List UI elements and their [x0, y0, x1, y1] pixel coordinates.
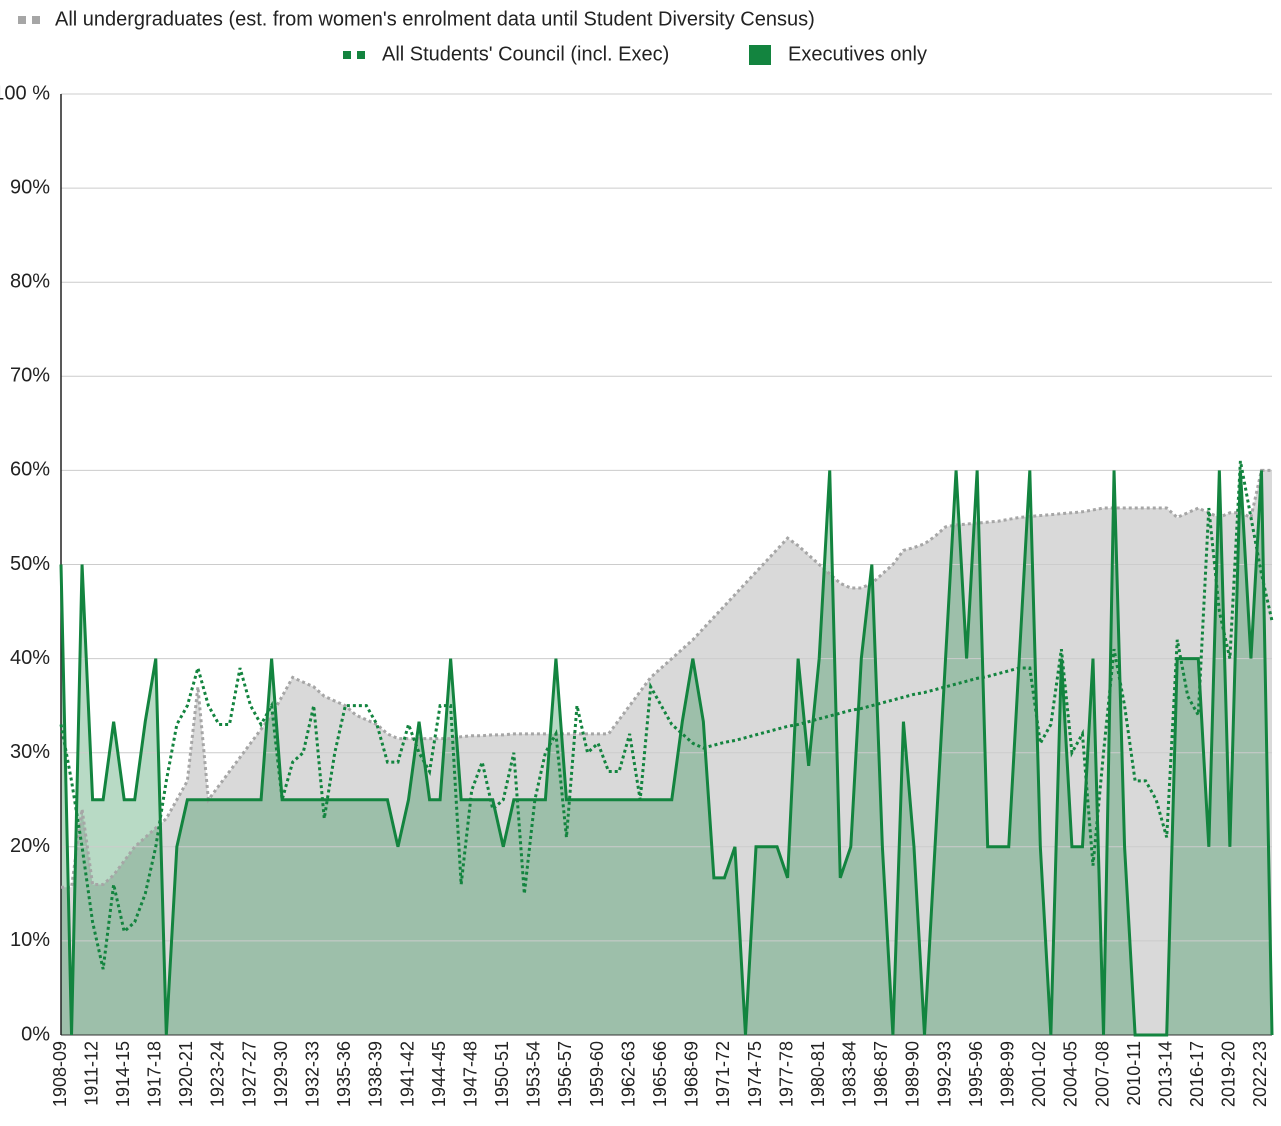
x-tick-label: 1927-27	[239, 1041, 259, 1107]
x-tick-label: 2016-17	[1187, 1041, 1207, 1107]
x-tick-label: 2019-20	[1219, 1041, 1239, 1107]
legend-swatch	[343, 51, 351, 59]
x-tick-label: 1995-96	[966, 1041, 986, 1107]
x-tick-label: 2010-11	[1124, 1041, 1144, 1106]
legend-swatch	[357, 51, 365, 59]
y-tick-label: 0%	[21, 1023, 50, 1045]
y-tick-label: 20%	[10, 835, 50, 857]
x-tick-label: 1920-21	[176, 1041, 196, 1107]
x-tick-label: 1914-15	[113, 1041, 133, 1107]
x-tick-label: 1998-99	[997, 1041, 1017, 1107]
legend-label: All Students' Council (incl. Exec)	[382, 43, 669, 65]
x-tick-label: 1983-84	[840, 1041, 860, 1107]
x-tick-label: 1977-78	[776, 1041, 796, 1107]
x-tick-label: 2001-02	[1029, 1041, 1049, 1107]
x-tick-label: 1962-63	[618, 1041, 638, 1107]
x-tick-label: 1986-87	[871, 1041, 891, 1107]
y-tick-label: 80%	[10, 270, 50, 292]
x-tick-label: 1929-30	[271, 1041, 291, 1107]
x-tick-label: 1974-75	[745, 1041, 765, 1107]
y-tick-label: 70%	[10, 365, 50, 387]
x-tick-label: 1938-39	[366, 1041, 386, 1107]
x-tick-label: 1932-33	[302, 1041, 322, 1107]
x-tick-label: 1947-48	[460, 1041, 480, 1107]
x-tick-label: 1923-24	[208, 1041, 228, 1107]
x-tick-label: 2013-14	[1155, 1041, 1175, 1107]
y-tick-label: 10%	[10, 929, 50, 951]
line	[61, 468, 1272, 889]
y-tick-label: 50%	[10, 553, 50, 575]
y-tick-label: 40%	[10, 647, 50, 669]
x-tick-label: 1908-09	[50, 1041, 70, 1107]
x-tick-label: 2007-08	[1092, 1041, 1112, 1107]
y-tick-label: 30%	[10, 741, 50, 763]
x-tick-label: 1968-69	[682, 1041, 702, 1107]
x-tick-label: 1953-54	[524, 1041, 544, 1107]
x-tick-label: 1980-81	[808, 1041, 828, 1107]
x-tick-label: 1971-72	[713, 1041, 733, 1107]
y-tick-label: 90%	[10, 176, 50, 198]
x-tick-label: 1956-57	[555, 1041, 575, 1107]
x-tick-label: 1965-66	[650, 1041, 670, 1107]
legend-label: Executives only	[788, 43, 927, 65]
line	[59, 460, 1274, 970]
legend-label: All undergraduates (est. from women's en…	[55, 8, 815, 30]
x-tick-label: 1917-18	[145, 1041, 165, 1107]
legend-swatch	[18, 16, 26, 24]
x-tick-label: 1911-12	[81, 1041, 101, 1106]
legend-swatch	[749, 45, 771, 65]
x-tick-label: 2004-05	[1061, 1041, 1081, 1107]
x-tick-label: 1935-36	[334, 1041, 354, 1107]
x-tick-label: 1989-90	[903, 1041, 923, 1107]
x-tick-label: 1959-60	[587, 1041, 607, 1107]
x-tick-label: 1950-51	[492, 1041, 512, 1107]
x-tick-label: 1944-45	[429, 1041, 449, 1107]
y-tick-label: 100 %	[0, 82, 50, 104]
x-tick-label: 1941-42	[397, 1041, 417, 1107]
y-tick-label: 60%	[10, 459, 50, 481]
line	[59, 470, 1274, 1037]
legend-swatch	[32, 16, 40, 24]
x-tick-label: 2022-23	[1250, 1041, 1270, 1107]
x-tick-label: 1992-93	[934, 1041, 954, 1107]
